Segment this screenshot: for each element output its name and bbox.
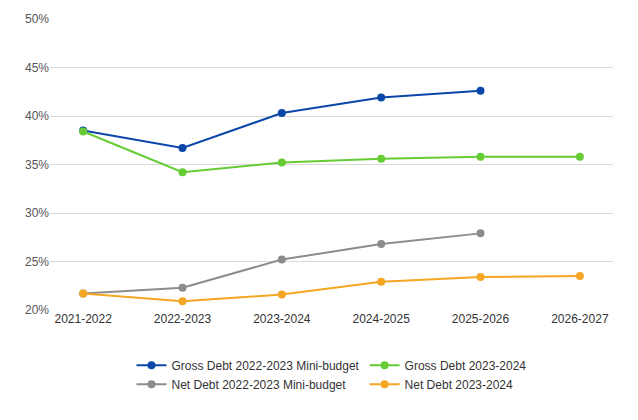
svg-text:Net Debt 2022-2023 Mini-budget: Net Debt 2022-2023 Mini-budget — [172, 378, 347, 392]
svg-text:35%: 35% — [25, 158, 49, 172]
svg-text:2023-2024: 2023-2024 — [253, 312, 311, 326]
svg-text:2022-2023: 2022-2023 — [154, 312, 212, 326]
svg-text:50%: 50% — [25, 12, 49, 26]
svg-text:Net Debt 2023-2024: Net Debt 2023-2024 — [405, 378, 513, 392]
svg-text:2021-2022: 2021-2022 — [54, 312, 112, 326]
svg-text:2024-2025: 2024-2025 — [352, 312, 410, 326]
svg-text:2026-2027: 2026-2027 — [551, 312, 609, 326]
svg-text:25%: 25% — [25, 255, 49, 269]
svg-text:45%: 45% — [25, 61, 49, 75]
svg-text:Gross Debt 2022-2023 Mini-budg: Gross Debt 2022-2023 Mini-budget — [172, 359, 360, 373]
svg-text:2025-2026: 2025-2026 — [452, 312, 510, 326]
svg-text:40%: 40% — [25, 109, 49, 123]
svg-text:Gross Debt 2023-2024: Gross Debt 2023-2024 — [405, 359, 527, 373]
svg-text:30%: 30% — [25, 206, 49, 220]
svg-text:20%: 20% — [25, 303, 49, 317]
